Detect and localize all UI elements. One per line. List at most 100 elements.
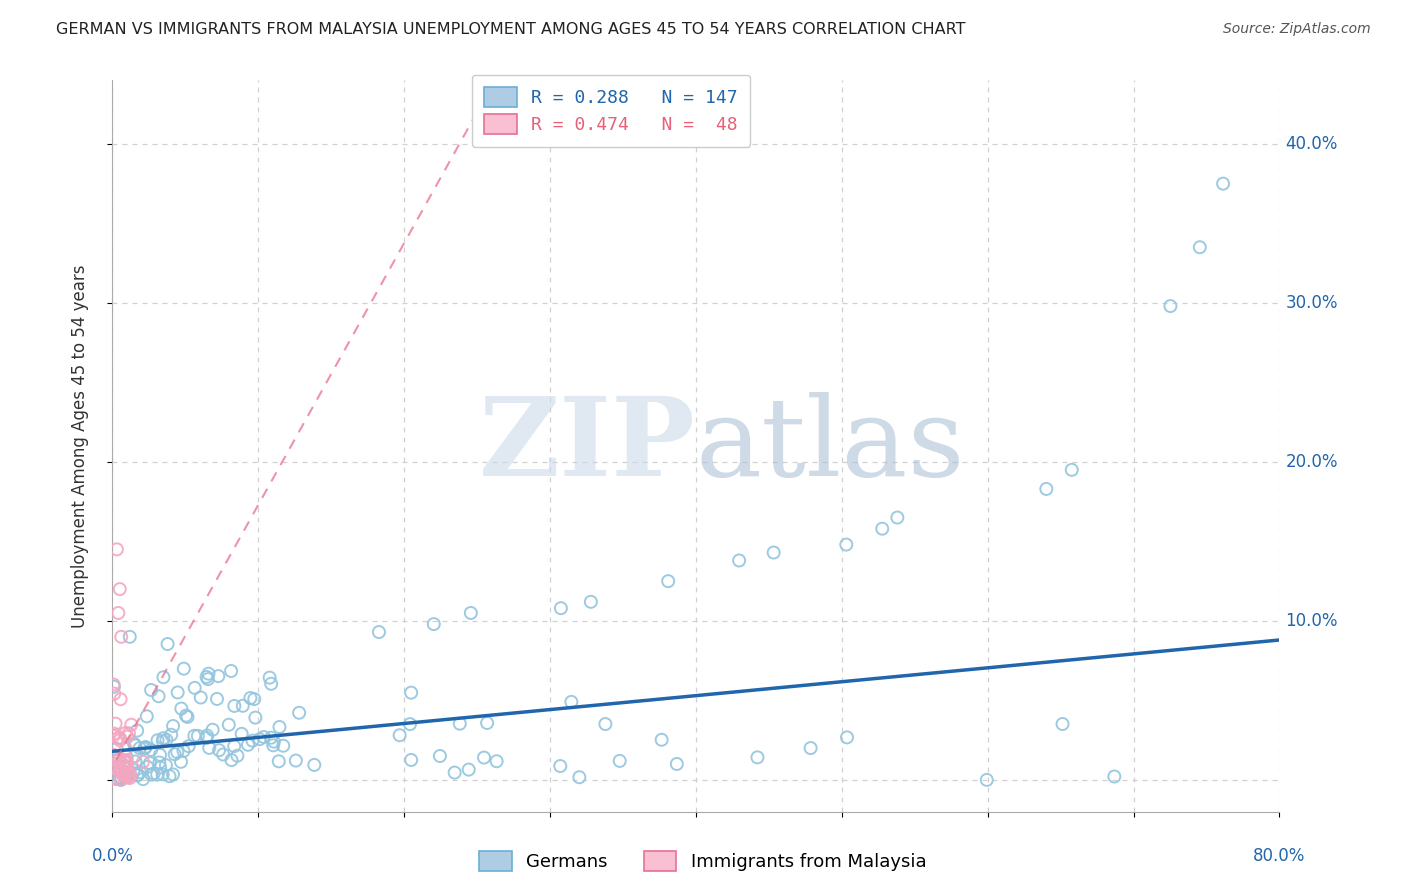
Point (124, 739, 146, 753)
Point (114, 769, 136, 783)
Point (460, 606, 482, 620)
Point (472, 750, 495, 764)
Point (103, 761, 125, 775)
Point (115, 771, 138, 785)
Point (110, 761, 132, 775)
Point (110, 772, 132, 787)
Point (1104, 770, 1126, 784)
Point (156, 637, 179, 651)
Point (232, 698, 254, 713)
Point (103, 771, 125, 785)
Point (107, 731, 129, 745)
Point (560, 695, 582, 709)
Point (134, 741, 156, 756)
Point (218, 717, 240, 731)
Y-axis label: Unemployment Among Ages 45 to 54 years: Unemployment Among Ages 45 to 54 years (70, 264, 89, 628)
Point (245, 711, 267, 725)
Point (132, 755, 155, 769)
Point (163, 747, 186, 762)
Text: 80.0%: 80.0% (1253, 847, 1306, 864)
Point (112, 767, 135, 781)
Point (173, 662, 195, 676)
Point (262, 739, 284, 753)
Point (142, 766, 165, 780)
Point (108, 764, 131, 778)
Point (976, 772, 998, 787)
Point (105, 772, 128, 786)
Point (107, 606, 129, 620)
Point (762, 545, 785, 559)
Point (242, 733, 264, 747)
Point (124, 749, 146, 764)
Point (148, 690, 170, 704)
Point (115, 756, 138, 770)
Point (1159, 299, 1181, 313)
Point (108, 733, 131, 747)
Point (269, 720, 291, 734)
Point (399, 753, 422, 767)
Point (148, 756, 170, 770)
Point (135, 709, 157, 723)
Point (118, 630, 141, 644)
Point (103, 680, 125, 694)
Point (103, 750, 125, 764)
Point (108, 582, 131, 596)
Point (110, 772, 132, 786)
Text: 0.0%: 0.0% (91, 847, 134, 864)
Point (243, 692, 266, 706)
Point (195, 731, 218, 745)
Point (111, 764, 134, 779)
Point (449, 716, 471, 731)
Text: GERMAN VS IMMIGRANTS FROM MALAYSIA UNEMPLOYMENT AMONG AGES 45 TO 54 YEARS CORREL: GERMAN VS IMMIGRANTS FROM MALAYSIA UNEMP… (56, 22, 966, 37)
Point (747, 750, 769, 764)
Text: atlas: atlas (696, 392, 966, 500)
Text: 30.0%: 30.0% (1285, 293, 1337, 312)
Point (115, 759, 138, 773)
Point (107, 759, 129, 773)
Point (115, 753, 138, 767)
Text: 10.0%: 10.0% (1285, 612, 1337, 630)
Point (728, 553, 751, 567)
Point (112, 754, 135, 768)
Point (260, 677, 283, 691)
Point (224, 698, 246, 713)
Point (595, 717, 617, 731)
Point (835, 731, 858, 745)
Point (115, 761, 138, 775)
Point (870, 522, 893, 536)
Point (118, 726, 141, 740)
Text: 20.0%: 20.0% (1285, 453, 1337, 471)
Point (568, 770, 591, 784)
Point (304, 758, 326, 772)
Point (886, 510, 908, 524)
Point (139, 756, 162, 770)
Point (260, 731, 283, 745)
Point (103, 760, 125, 774)
Point (253, 730, 276, 744)
Point (166, 745, 188, 759)
Point (105, 742, 128, 756)
Point (201, 723, 224, 737)
Point (550, 601, 572, 615)
Point (110, 692, 132, 706)
Point (104, 716, 127, 731)
Text: ZIP: ZIP (479, 392, 696, 500)
Point (152, 734, 174, 748)
Point (115, 765, 138, 780)
Point (125, 768, 148, 782)
Point (1212, 177, 1234, 191)
Point (159, 769, 181, 783)
Point (108, 771, 131, 785)
Point (136, 760, 159, 774)
Point (122, 763, 145, 777)
Point (149, 747, 172, 762)
Point (112, 768, 135, 782)
Point (103, 687, 125, 701)
Point (114, 770, 136, 784)
Point (103, 756, 125, 771)
Point (120, 717, 142, 731)
Legend: Germans, Immigrants from Malaysia: Germans, Immigrants from Malaysia (472, 844, 934, 879)
Point (107, 762, 129, 776)
Point (114, 741, 136, 756)
Point (176, 710, 198, 724)
